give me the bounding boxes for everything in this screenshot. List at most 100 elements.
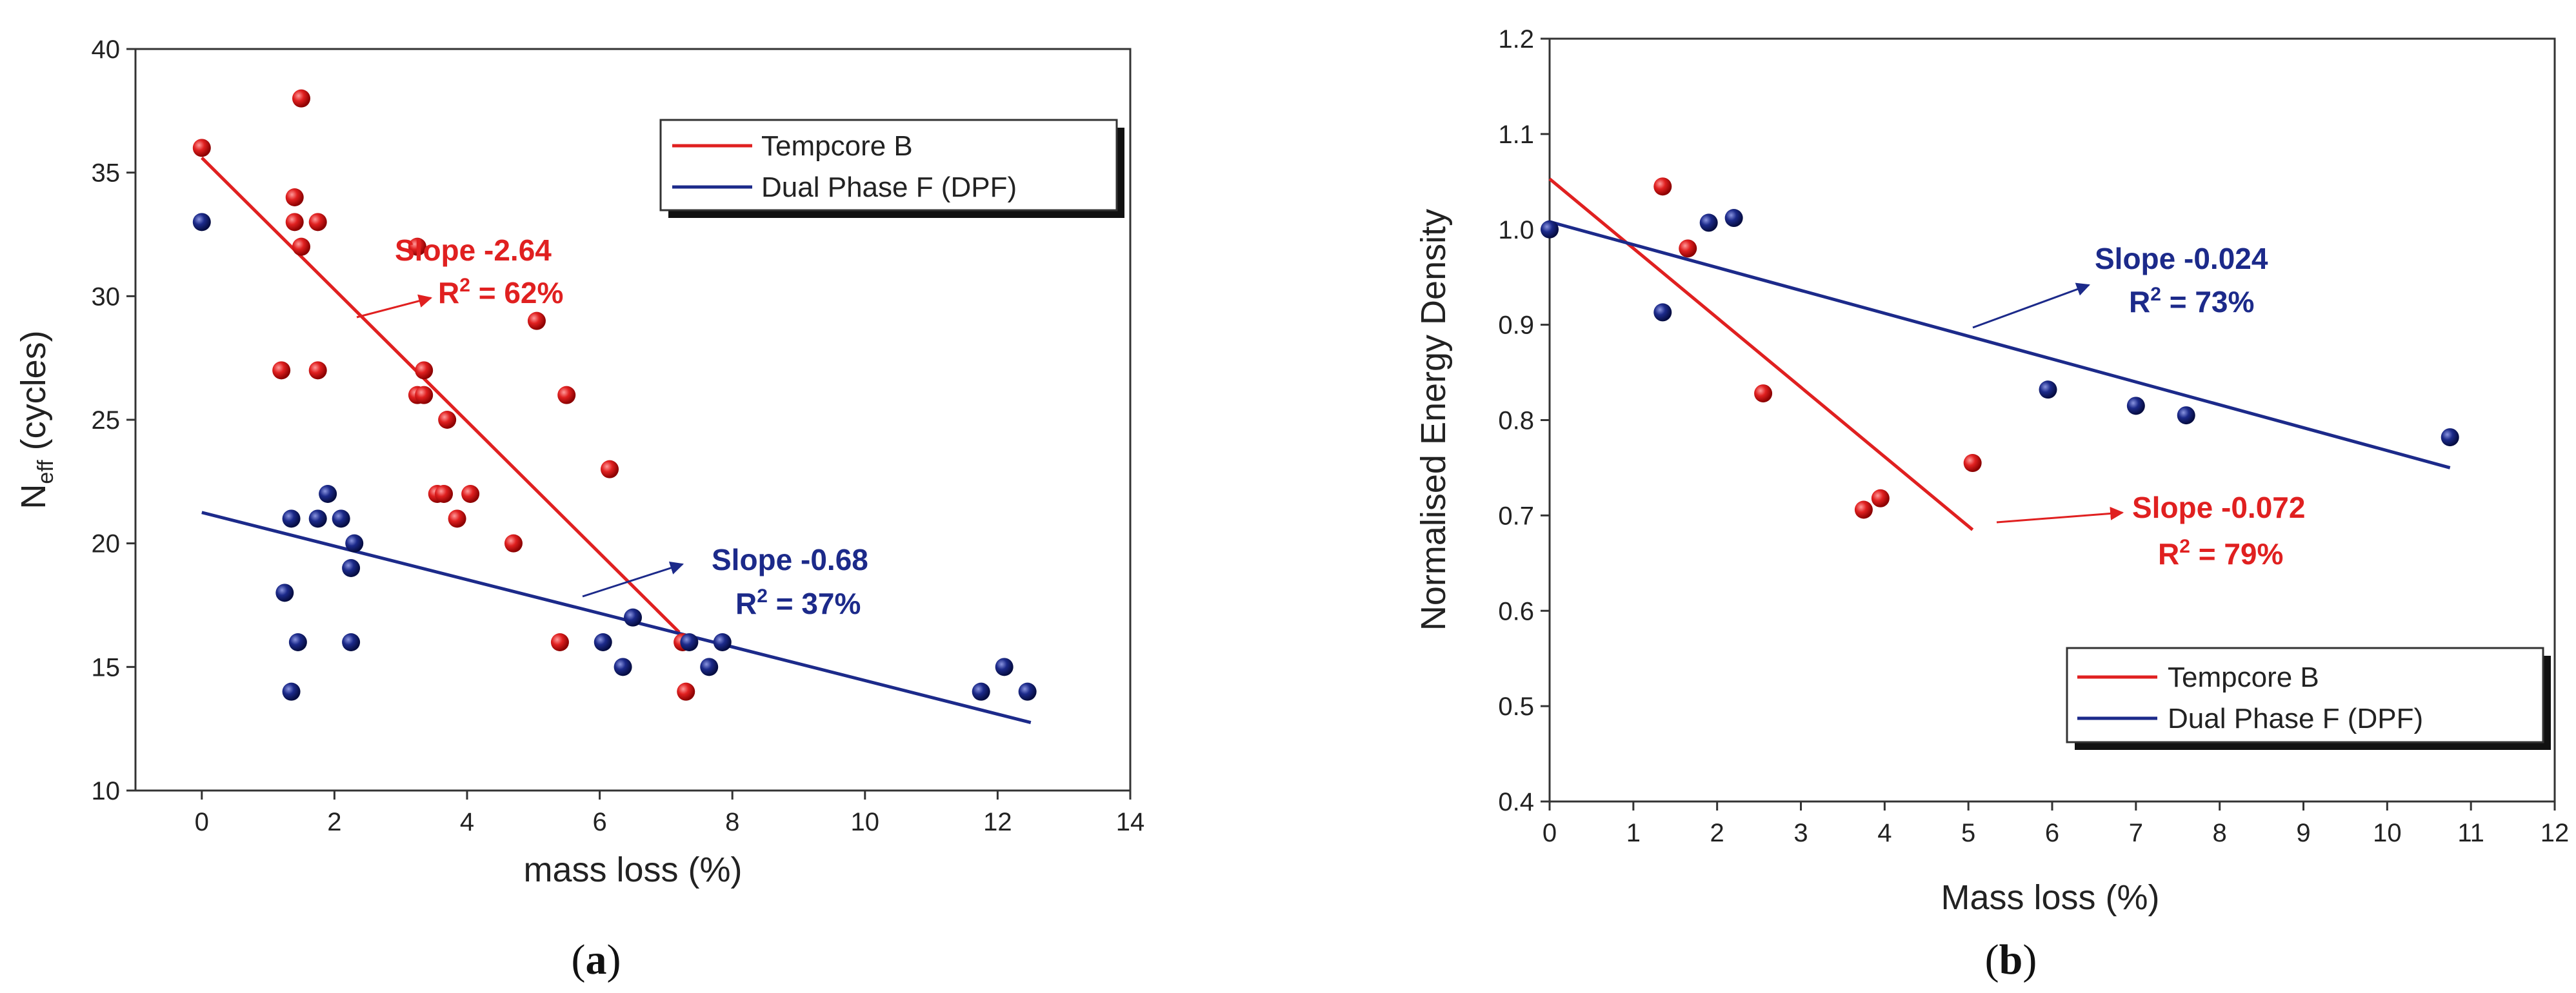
panel-a-y-tick-label: 40: [92, 35, 121, 64]
panel-b-x-tick-label: 1: [1626, 819, 1641, 847]
panel-a-point-dpf: [614, 658, 632, 676]
panel-b-fit-line-tempcore: [1548, 177, 1974, 531]
panel-b-point-dpf: [2039, 380, 2057, 399]
panel-b-blue-r2-sup: 2: [2150, 284, 2161, 305]
panel-a-point-dpf: [288, 633, 307, 651]
panel-b-blue-r2-prefix: R: [2129, 285, 2150, 319]
panel-a-red-r2-sup: 2: [459, 275, 470, 296]
panel-a-ylabel-main: N: [14, 484, 53, 509]
panel-b-point-tempcore: [1871, 489, 1890, 507]
panel-a-x-tick-label: 6: [592, 808, 606, 836]
panel-a-annotation-blue-slope: Slope -0.68: [712, 543, 868, 576]
panel-b-annotation-blue-r2: R2 = 73%: [2129, 284, 2254, 319]
panel-a-point-dpf: [1018, 682, 1037, 701]
panel-a-points: [192, 89, 1037, 701]
panel-b-legend: Tempcore B Dual Phase F (DPF): [2066, 647, 2551, 750]
panel-a-point-tempcore: [557, 386, 576, 404]
panel-a-point-dpf: [282, 682, 301, 701]
panel-b-x-tick-label: 0: [1543, 819, 1557, 847]
panel-a-caption: (a): [572, 936, 621, 983]
panel-a-point-dpf: [319, 485, 337, 503]
panel-b-x-axis-label: Mass loss (%): [1941, 878, 2159, 917]
panel-b-y-tick-label: 1.1: [1498, 121, 1534, 149]
panel-b-legend-label-blue: Dual Phase F (DPF): [2168, 703, 2423, 734]
panel-b-point-dpf: [1699, 213, 1718, 232]
panel-a-point-dpf: [275, 584, 294, 602]
panel-a-point-tempcore: [285, 213, 304, 231]
panel-a-point-dpf: [680, 633, 699, 651]
panel-a-legend: Tempcore B Dual Phase F (DPF): [659, 119, 1124, 218]
panel-a-point-dpf: [594, 633, 612, 651]
panel-a-annotation-arrow-blue: [582, 561, 684, 598]
panel-b-caption: (b): [1985, 936, 2037, 983]
panel-b-x-tick-label: 6: [2045, 819, 2059, 847]
panel-a-fit-line-tempcore: [201, 156, 681, 634]
panel-b-fit-line-dpf: [1549, 220, 2451, 469]
panel-a-x-tick-label: 8: [725, 808, 739, 836]
panel-b-y-tick-label: 0.8: [1498, 407, 1534, 435]
panel-b-y-tick-label: 0.6: [1498, 597, 1534, 625]
panel-a-point-dpf: [700, 658, 719, 676]
panel-b-point-tempcore: [1854, 500, 1873, 519]
panel-b-annotation-red-slope: Slope -0.072: [2132, 491, 2305, 524]
panel-a-point-dpf: [342, 633, 361, 651]
panel-b-x-tick-label: 5: [1961, 819, 1975, 847]
panel-a-x-tick-label: 4: [460, 808, 474, 836]
panel-b-y-ticks: 0.4 0.5 0.6 0.7 0.8 0.9 1.0 1.1 1.2: [1498, 25, 1550, 816]
panel-a-y-tick-label: 30: [92, 282, 121, 311]
panel-a-annotation-red-slope: Slope -2.64: [395, 233, 552, 267]
panel-a-blue-r2-sup: 2: [757, 585, 768, 607]
panel-a-x-tick-label: 14: [1116, 808, 1145, 836]
panel-b-point-dpf: [1653, 303, 1672, 322]
panel-b-point-tempcore: [1653, 177, 1672, 196]
panel-a-fit-line-dpf: [201, 511, 1032, 725]
panel-a-point-dpf: [713, 633, 732, 651]
panel-a-point-tempcore: [408, 237, 426, 256]
panel-b: 0 1 2 3 4 5 6 7 8 9 10 11 12 0.40.50.60.70.80.91.01.…: [1414, 25, 2569, 983]
panel-a-point-dpf: [332, 509, 350, 528]
panel-a-point-dpf: [282, 509, 301, 528]
panel-b-annotation-arrow-blue: [1972, 282, 2090, 329]
panel-b-x-tick-label: 7: [2129, 819, 2143, 847]
panel-a-point-tempcore: [461, 485, 480, 503]
panel-a-point-tempcore: [308, 213, 327, 231]
panel-b-red-r2-prefix: R: [2158, 537, 2179, 571]
panel-a-point-dpf: [624, 608, 642, 627]
panel-a-fit-lines: [201, 156, 1032, 725]
panel-b-fit-lines: [1548, 177, 2451, 531]
panel-a-point-tempcore: [292, 89, 310, 108]
panel-a: 0 2 4 6 8 10 12 14 10 15 20 25 30 35 40 mass loss (%)…: [14, 35, 1144, 983]
panel-b-point-tempcore: [1679, 239, 1697, 258]
panel-a-x-tick-label: 2: [327, 808, 341, 836]
panel-a-point-tempcore: [677, 682, 695, 701]
panel-a-red-r2-prefix: R: [438, 276, 459, 310]
panel-b-point-dpf: [2441, 428, 2459, 447]
panel-b-y-axis-label: Normalised Energy Density: [1414, 209, 1453, 631]
panel-a-y-ticks: 10 15 20 25 30 35 40: [92, 35, 135, 805]
panel-b-red-r2-suffix: = 79%: [2190, 537, 2284, 571]
panel-b-point-dpf: [2126, 397, 2145, 415]
panel-b-point-dpf: [1724, 209, 1743, 228]
panel-a-point-tempcore: [448, 509, 466, 528]
panel-a-point-tempcore: [272, 361, 291, 380]
panel-a-point-tempcore: [308, 361, 327, 380]
panel-a-point-tempcore: [292, 237, 310, 256]
panel-a-legend-label-red: Tempcore B: [761, 130, 913, 162]
panel-a-ylabel-sub: eff: [34, 460, 58, 484]
panel-b-x-ticks: 0 1 2 3 4 5 6 7 8 9 10 11 12: [1543, 801, 2569, 847]
panel-a-blue-r2-prefix: R: [735, 587, 757, 620]
panel-b-point-tempcore: [1963, 454, 1982, 473]
panel-b-y-tick-label: 1.2: [1498, 25, 1534, 54]
panel-a-point-tempcore: [192, 139, 211, 157]
panel-b-legend-label-red: Tempcore B: [2168, 662, 2319, 693]
panel-b-points: [1541, 177, 2459, 519]
panel-a-legend-label-blue: Dual Phase F (DPF): [761, 172, 1017, 203]
panel-b-point-tempcore: [1754, 384, 1773, 403]
panel-b-y-tick-label: 0.5: [1498, 693, 1534, 721]
panel-a-point-tempcore: [415, 386, 434, 404]
panel-b-blue-r2-suffix: = 73%: [2161, 285, 2255, 319]
panel-b-point-dpf: [2177, 406, 2195, 425]
panel-a-y-tick-label: 35: [92, 159, 121, 188]
panel-b-x-tick-label: 12: [2541, 819, 2570, 847]
panel-a-y-tick-label: 15: [92, 653, 121, 682]
